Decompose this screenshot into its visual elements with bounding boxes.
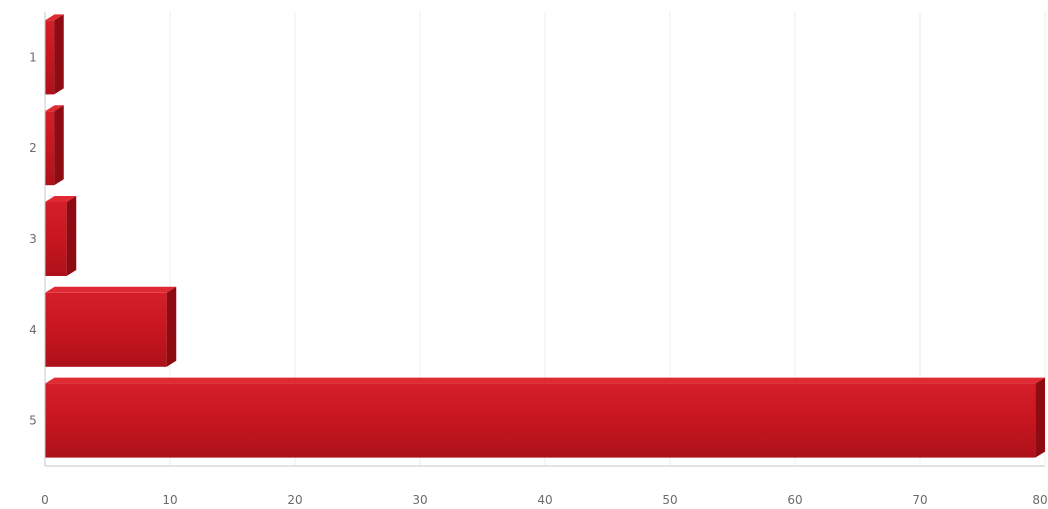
bar-face-5 [45, 383, 1036, 458]
bar-top-2 [45, 105, 64, 112]
bar-top-3 [45, 196, 77, 202]
bar-top-4 [45, 286, 177, 293]
bars [45, 14, 1045, 458]
bar-1 [45, 14, 64, 95]
y-tick-label-3: 3 [29, 232, 37, 246]
bar-2 [45, 105, 64, 186]
bar-face-2 [45, 111, 55, 186]
x-tick-label-60: 60 [787, 493, 802, 507]
y-tick-label-2: 2 [29, 141, 37, 155]
bar-face-1 [45, 20, 55, 95]
x-tick-label-20: 20 [287, 493, 302, 507]
x-tick-label-40: 40 [537, 493, 552, 507]
bar-5 [45, 377, 1045, 458]
bar-side-4 [166, 286, 177, 367]
bar-face-4 [45, 292, 167, 367]
x-tick-label-70: 70 [912, 493, 927, 507]
x-tick-label-0: 0 [41, 493, 49, 507]
y-tick-label-4: 4 [29, 323, 37, 337]
bar-side-1 [54, 14, 64, 95]
bar-side-2 [54, 105, 64, 186]
bar-top-1 [45, 14, 64, 21]
x-tick-label-80: 80 [1032, 493, 1047, 507]
axes [44, 12, 1045, 467]
bar-3 [45, 196, 77, 276]
bar-side-5 [1035, 377, 1045, 458]
x-tick-label-10: 10 [162, 493, 177, 507]
bar-side-3 [66, 196, 77, 276]
bar-face-3 [45, 202, 67, 276]
y-tick-label-1: 1 [29, 50, 37, 64]
y-tick-label-5: 5 [29, 414, 37, 428]
grid-lines [169, 12, 1046, 466]
x-tick-label-30: 30 [412, 493, 427, 507]
x-tick-label-50: 50 [662, 493, 677, 507]
bar-top-5 [45, 377, 1045, 384]
bar-4 [45, 286, 177, 367]
